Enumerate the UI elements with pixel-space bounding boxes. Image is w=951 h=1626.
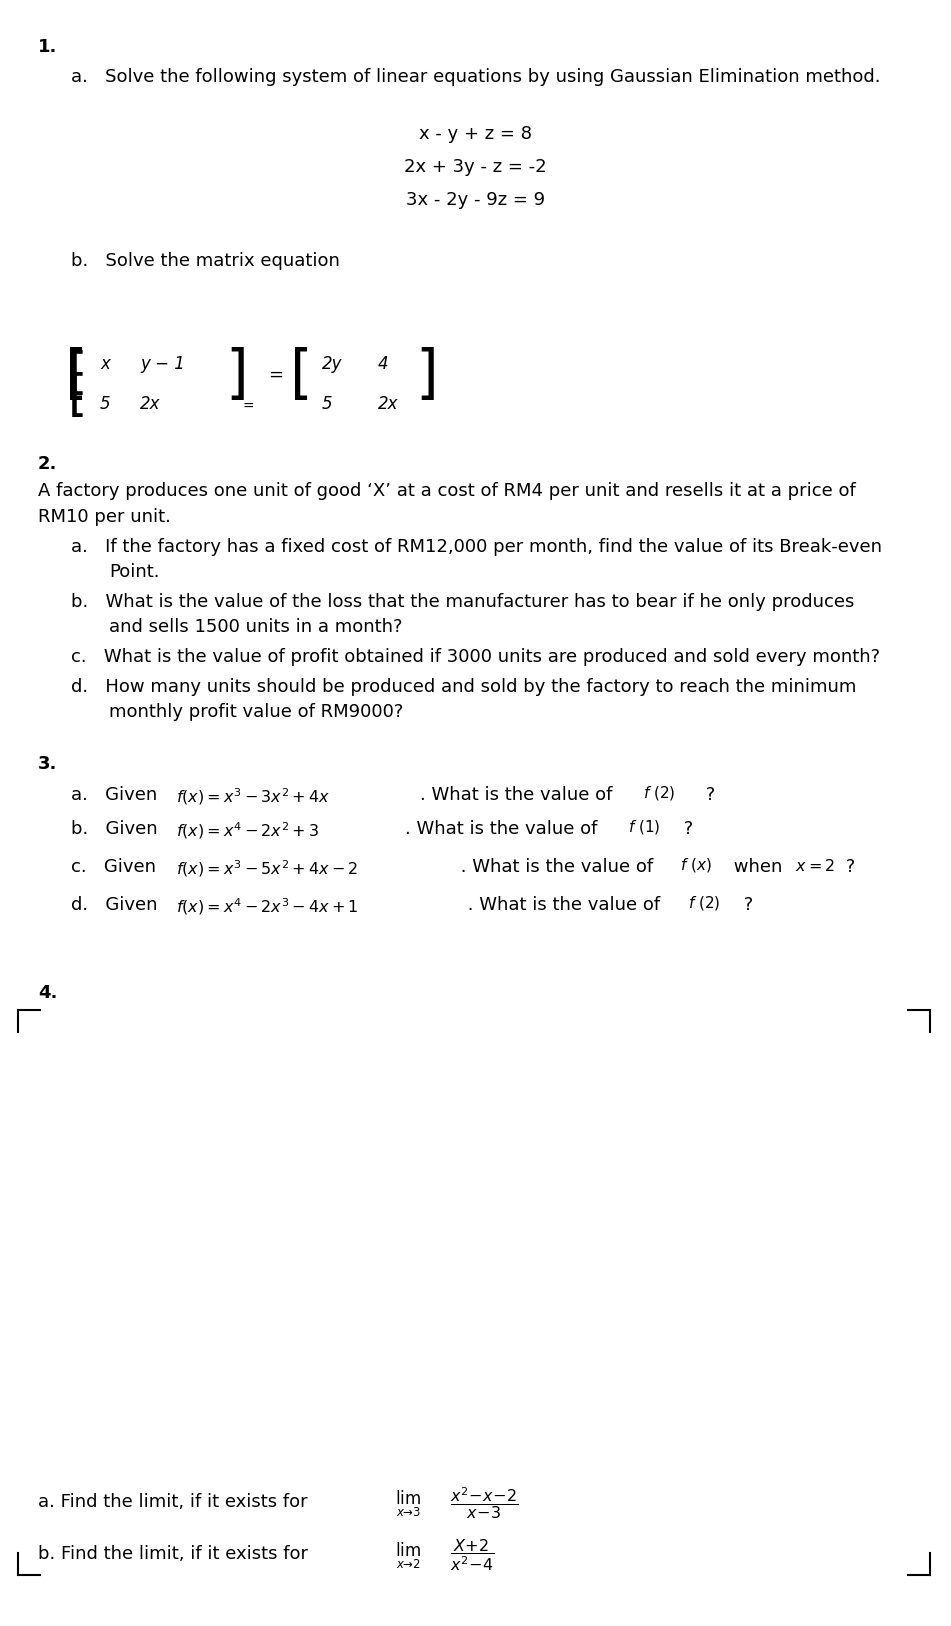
Text: when: when bbox=[728, 859, 788, 876]
Text: =: = bbox=[268, 366, 283, 384]
Text: ?: ? bbox=[840, 859, 855, 876]
Text: b.   Given: b. Given bbox=[71, 820, 164, 837]
Text: a.   Given: a. Given bbox=[71, 785, 164, 803]
Text: . What is the value of: . What is the value of bbox=[462, 896, 666, 914]
Text: $\dfrac{x^2\!-\!x\!-\!2}{x\!-\!3}$: $\dfrac{x^2\!-\!x\!-\!2}{x\!-\!3}$ bbox=[450, 1485, 518, 1520]
Text: y − 1: y − 1 bbox=[140, 354, 184, 372]
Text: $\lim_{x\to 2}$: $\lim_{x\to 2}$ bbox=[395, 1541, 421, 1571]
Text: 2y: 2y bbox=[322, 354, 342, 372]
Text: 4.: 4. bbox=[38, 984, 57, 1002]
Text: $f\ (1)$: $f\ (1)$ bbox=[628, 818, 661, 836]
Text: 3x - 2y - 9z = 9: 3x - 2y - 9z = 9 bbox=[406, 190, 545, 210]
Text: x - y + z = 8: x - y + z = 8 bbox=[419, 125, 532, 143]
Text: 4: 4 bbox=[378, 354, 389, 372]
Text: [: [ bbox=[68, 372, 87, 420]
Text: a.   Solve the following system of linear equations by using Gaussian Eliminatio: a. Solve the following system of linear … bbox=[71, 68, 881, 86]
Text: ]: ] bbox=[415, 346, 437, 403]
Text: 3.: 3. bbox=[38, 754, 57, 772]
Text: 5: 5 bbox=[322, 395, 333, 413]
Text: a.   If the factory has a fixed cost of RM12,000 per month, find the value of it: a. If the factory has a fixed cost of RM… bbox=[71, 538, 883, 556]
Text: d.   How many units should be produced and sold by the factory to reach the mini: d. How many units should be produced and… bbox=[71, 678, 857, 696]
Text: $x = 2$: $x = 2$ bbox=[795, 859, 835, 875]
Text: ?: ? bbox=[738, 896, 753, 914]
Text: $f\ (2)$: $f\ (2)$ bbox=[643, 784, 675, 802]
Text: monthly profit value of RM9000?: monthly profit value of RM9000? bbox=[109, 702, 404, 720]
Text: Point.: Point. bbox=[109, 563, 160, 580]
Text: . What is the value of: . What is the value of bbox=[405, 820, 603, 837]
Text: 5: 5 bbox=[100, 395, 110, 413]
Text: $f(x) = x^3 - 5x^2 + 4x - 2$: $f(x) = x^3 - 5x^2 + 4x - 2$ bbox=[176, 859, 358, 878]
Text: ]: ] bbox=[225, 346, 248, 403]
Text: a. Find the limit, if it exists for: a. Find the limit, if it exists for bbox=[38, 1493, 308, 1511]
Text: $f\ (2)$: $f\ (2)$ bbox=[688, 894, 721, 912]
Text: and sells 1500 units in a month?: and sells 1500 units in a month? bbox=[109, 618, 403, 636]
Text: 2x: 2x bbox=[140, 395, 161, 413]
Text: x: x bbox=[100, 354, 110, 372]
Text: A factory produces one unit of good ‘X’ at a cost of RM4 per unit and resells it: A factory produces one unit of good ‘X’ … bbox=[38, 481, 856, 501]
Text: b. Find the limit, if it exists for: b. Find the limit, if it exists for bbox=[38, 1545, 308, 1563]
Text: =: = bbox=[243, 400, 255, 415]
Text: . What is the value of: . What is the value of bbox=[455, 859, 659, 876]
Text: $\dfrac{X\!+\!2}{x^2\!-\!4}$: $\dfrac{X\!+\!2}{x^2\!-\!4}$ bbox=[450, 1537, 495, 1572]
Text: d.   Given: d. Given bbox=[71, 896, 164, 914]
Text: 2.: 2. bbox=[38, 455, 57, 473]
Text: [: [ bbox=[65, 346, 87, 403]
Text: $f(x) = x^3 - 3x^2 + 4x$: $f(x) = x^3 - 3x^2 + 4x$ bbox=[176, 785, 330, 806]
Text: $f(x) = x^4 - 2x^2 + 3$: $f(x) = x^4 - 2x^2 + 3$ bbox=[176, 820, 319, 841]
Text: $f(x) = x^4 - 2x^3 - 4x + 1$: $f(x) = x^4 - 2x^3 - 4x + 1$ bbox=[176, 896, 359, 917]
Text: b.   What is the value of the loss that the manufacturer has to bear if he only : b. What is the value of the loss that th… bbox=[71, 593, 855, 611]
Text: ?: ? bbox=[700, 785, 715, 803]
Text: . What is the value of: . What is the value of bbox=[420, 785, 618, 803]
Text: [: [ bbox=[290, 346, 313, 403]
Text: 2x: 2x bbox=[378, 395, 398, 413]
Text: c.   Given: c. Given bbox=[71, 859, 162, 876]
Text: [: [ bbox=[68, 350, 87, 398]
Text: 2x + 3y - z = -2: 2x + 3y - z = -2 bbox=[404, 158, 547, 176]
Text: RM10 per unit.: RM10 per unit. bbox=[38, 507, 171, 525]
Text: $\lim_{x\to 3}$: $\lim_{x\to 3}$ bbox=[395, 1489, 421, 1519]
Text: $f\ (x)$: $f\ (x)$ bbox=[680, 855, 712, 875]
Text: c.   What is the value of profit obtained if 3000 units are produced and sold ev: c. What is the value of profit obtained … bbox=[71, 649, 881, 667]
Text: 1.: 1. bbox=[38, 37, 57, 55]
Text: ?: ? bbox=[678, 820, 693, 837]
Text: b.   Solve the matrix equation: b. Solve the matrix equation bbox=[71, 252, 340, 270]
